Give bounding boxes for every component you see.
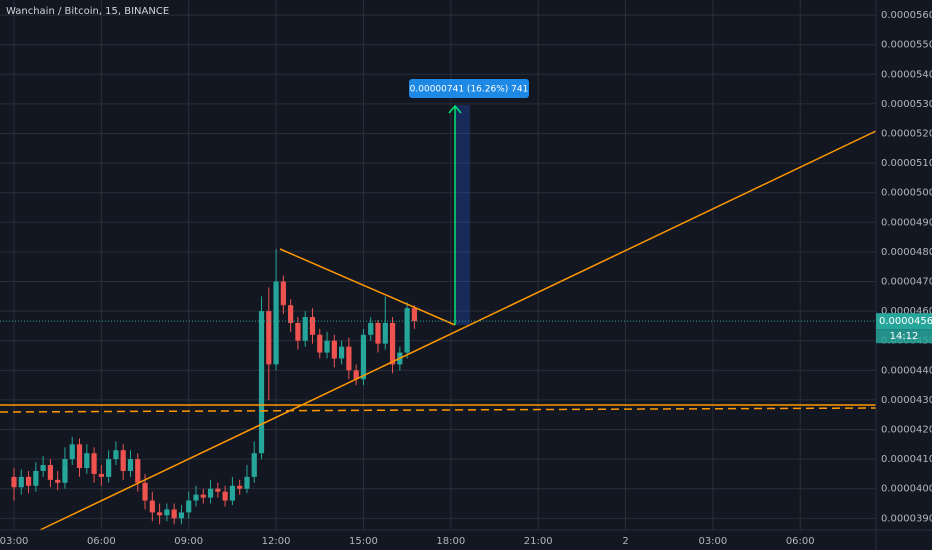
candle-body	[69, 444, 75, 460]
arrow-head	[448, 104, 462, 114]
candle-body	[389, 322, 396, 365]
dashed-line	[0, 407, 877, 413]
candle-body	[113, 450, 119, 460]
candle-body	[193, 494, 199, 501]
candle-body	[149, 500, 155, 513]
candle-body	[331, 340, 337, 359]
candle-body	[280, 281, 286, 306]
candle-body	[339, 346, 345, 359]
candle-body	[207, 488, 214, 498]
candle-body	[317, 334, 323, 353]
candle-body	[266, 311, 272, 365]
measure-label-box	[409, 79, 529, 98]
candle-body	[11, 476, 17, 488]
candle-body	[164, 509, 170, 516]
drawings: 0.00000741 (16.26%) 741	[0, 79, 877, 531]
candle-body	[47, 465, 53, 480]
candle-body	[382, 322, 388, 344]
candle-body	[55, 479, 61, 483]
candle-body	[258, 311, 265, 454]
x-tick-label: 21:00	[524, 536, 553, 547]
measure-box	[455, 105, 470, 325]
candle-body	[40, 465, 46, 471]
candle-body	[84, 453, 90, 469]
x-tick-label: 06:00	[786, 536, 815, 547]
candle-body	[127, 459, 134, 471]
last-price-label: 0.00004566	[879, 316, 932, 327]
candle-body	[237, 485, 243, 489]
candle-body	[157, 512, 163, 516]
candle-body	[25, 476, 32, 486]
x-tick-label: 03:00	[698, 536, 727, 547]
chart-title: Wanchain / Bitcoin, 15, BINANCE	[6, 6, 169, 17]
candle-body	[222, 491, 228, 501]
candle-body	[142, 482, 148, 501]
candle-body	[120, 450, 126, 471]
candle-body	[295, 322, 301, 341]
candle-body	[33, 470, 39, 486]
candle-body	[76, 444, 83, 469]
candle-body	[62, 459, 68, 483]
candle-body	[171, 509, 177, 519]
candles	[11, 248, 417, 525]
candle-body	[229, 485, 235, 501]
candle-body	[18, 476, 24, 488]
candle-body	[251, 453, 257, 477]
candle-body	[360, 334, 367, 380]
candle-body	[404, 308, 410, 353]
x-tick-label: 03:00	[0, 536, 28, 547]
candle-body	[98, 473, 104, 477]
candle-body	[368, 322, 374, 335]
candle-body	[411, 308, 417, 322]
measure-label: 0.00000741 (16.26%) 741	[410, 85, 529, 95]
resistance-trendline	[279, 248, 456, 326]
candle-body	[324, 340, 330, 353]
candle-body	[244, 476, 250, 489]
candle-body	[288, 305, 294, 323]
candle-body	[200, 494, 206, 498]
x-tick-label: 12:00	[262, 536, 291, 547]
x-tick-label: 06:00	[87, 536, 116, 547]
candle-body	[178, 512, 185, 519]
x-tick-label: 2	[622, 536, 628, 547]
candle-body	[273, 281, 279, 365]
x-tick-label: 18:00	[436, 536, 465, 547]
last-price-box	[876, 313, 932, 330]
candle-body	[215, 488, 221, 492]
candle-body	[186, 500, 192, 513]
candle-body	[135, 459, 141, 483]
support-trendline	[39, 130, 877, 531]
candle-body	[302, 317, 308, 341]
candle-body	[106, 459, 112, 477]
x-tick-label: 09:00	[174, 536, 203, 547]
candle-body	[91, 453, 97, 474]
candle-body	[309, 317, 316, 335]
x-tick-label: 15:00	[349, 536, 378, 547]
timer-label: 14:12	[890, 331, 919, 342]
candle-body	[346, 346, 352, 371]
candle-body	[353, 370, 359, 380]
timer-box	[876, 329, 932, 344]
candle-body	[375, 322, 381, 344]
